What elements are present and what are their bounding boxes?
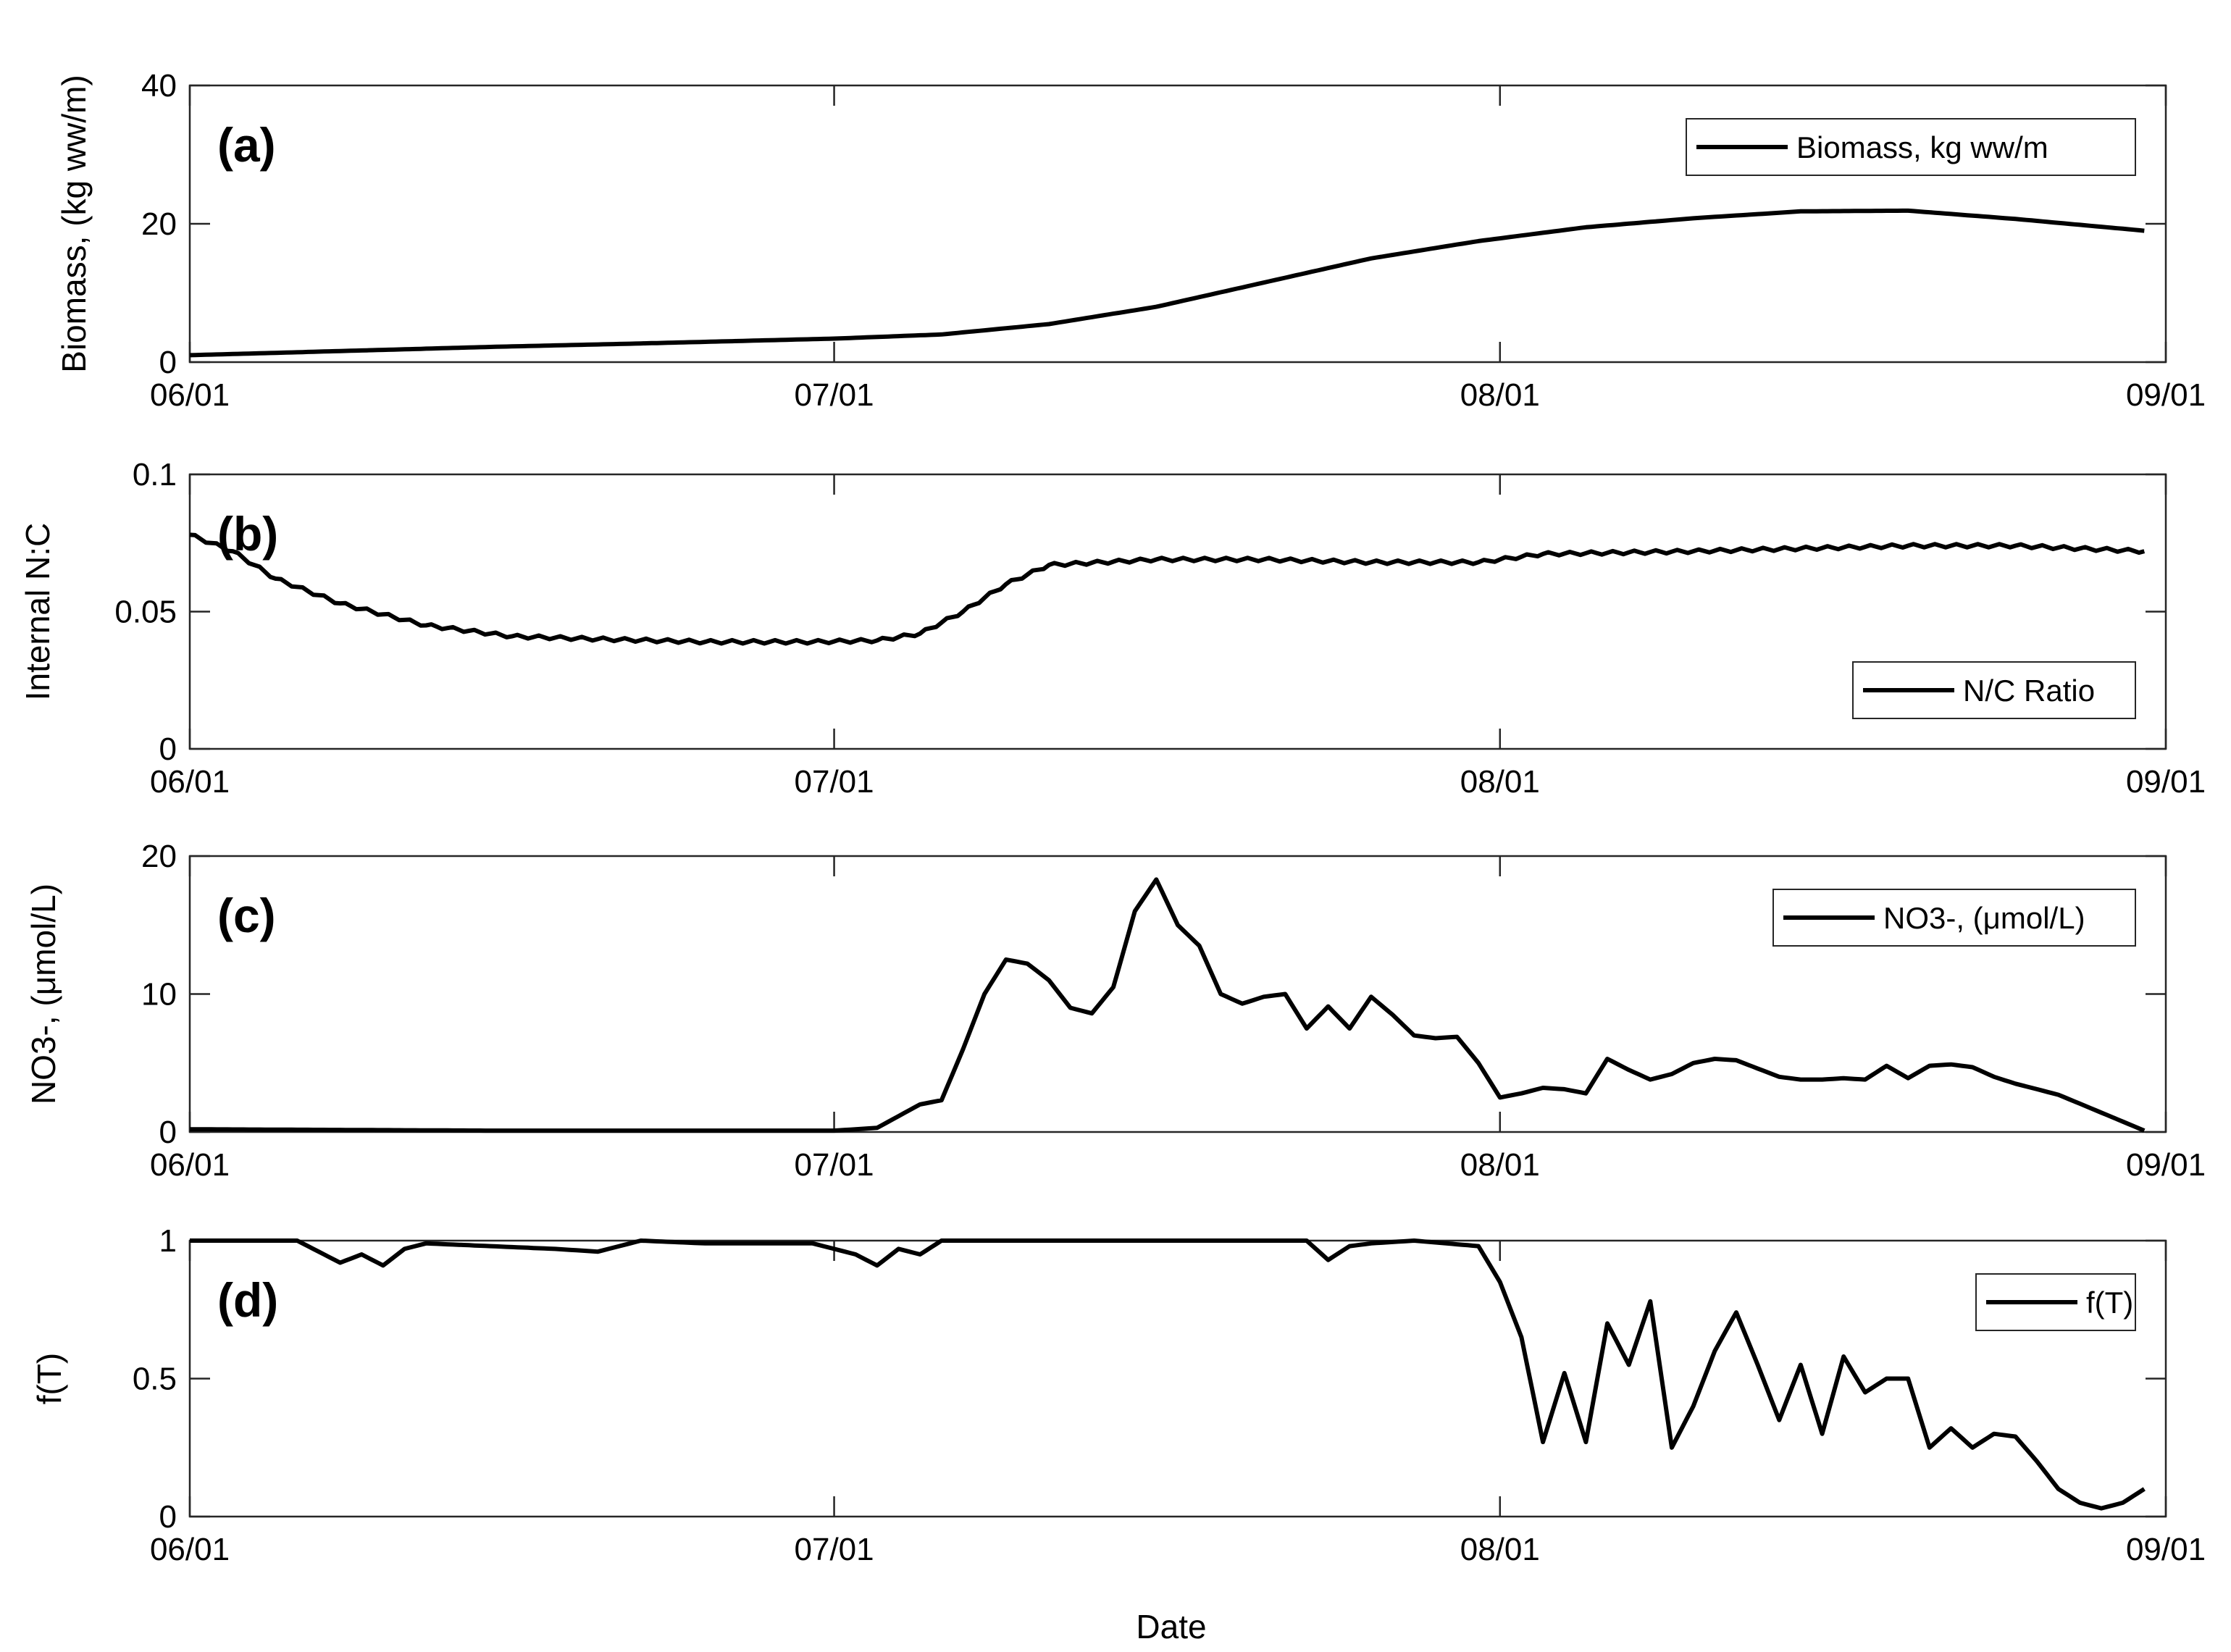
y-tick-label: 10 [141, 977, 177, 1012]
x-tick-label: 07/01 [795, 1532, 874, 1567]
x-tick-label: 06/01 [150, 377, 230, 413]
x-tick-label: 06/01 [150, 764, 230, 800]
series-line-0 [190, 1238, 2146, 1511]
x-tick-label: 09/01 [2126, 1147, 2206, 1183]
panel-label: (c) [217, 889, 276, 942]
x-tick-label: 06/01 [150, 1147, 230, 1183]
y-tick-label: 0 [159, 731, 177, 767]
legend-entry: NO3-, (μmol/L) [1883, 901, 2085, 935]
legend: NO3-, (μmol/L) [1772, 889, 2136, 947]
legend: Biomass, kg ww/m [1686, 118, 2136, 176]
legend-entry: N/C Ratio [1963, 674, 2095, 708]
x-tick-label: 09/01 [2126, 764, 2206, 800]
series-line-0 [190, 877, 2146, 1133]
y-tick-label: 40 [141, 68, 177, 104]
x-tick-label: 07/01 [795, 764, 874, 800]
y-axis-label: Biomass, (kg ww/m) [55, 75, 93, 372]
legend-entry: Biomass, kg ww/m [1796, 130, 2048, 164]
y-tick-label: 0 [159, 1499, 177, 1535]
x-tick-label: 07/01 [795, 377, 874, 413]
y-axis-label: Internal N:C [19, 523, 56, 700]
x-tick-label: 07/01 [795, 1147, 874, 1183]
y-tick-label: 0.1 [133, 457, 177, 492]
y-axis-label: f(T) [30, 1353, 68, 1405]
y-tick-label: 0.5 [133, 1362, 177, 1397]
x-tick-label: 09/01 [2126, 1532, 2206, 1567]
x-tick-label: 09/01 [2126, 377, 2206, 413]
x-tick-label: 08/01 [1460, 377, 1540, 413]
x-tick-label: 08/01 [1460, 1147, 1540, 1183]
legend: f(T) [1975, 1273, 2136, 1331]
y-tick-label: 0.05 [114, 595, 177, 630]
legend-entry: f(T) [2086, 1286, 2133, 1320]
x-tick-label: 06/01 [150, 1532, 230, 1567]
panel-label: (a) [217, 118, 276, 172]
y-tick-label: 0 [159, 345, 177, 380]
panel-label: (d) [217, 1273, 278, 1327]
x-tick-label: 08/01 [1460, 1532, 1540, 1567]
x-tick-label: 08/01 [1460, 764, 1540, 800]
legend: N/C Ratio [1852, 661, 2136, 719]
y-tick-label: 0 [159, 1115, 177, 1150]
chart-panel-a: 0 20 40 06/01 07/01 08/01 09/01 Biomass, (kg ww… [55, 68, 2206, 413]
series-line-0 [189, 208, 2145, 358]
y-tick-label: 20 [141, 839, 177, 874]
panels: 0 20 40 06/01 07/01 08/01 09/01 Biomass, (kg ww… [19, 68, 2206, 1567]
y-axis-label: NO3-, (μmol/L) [25, 884, 62, 1104]
chart-panel-d: 0 0.5 1 06/01 07/01 08/01 09/01 f(T) (d) f(T) [30, 1223, 2206, 1567]
y-tick-label: 1 [159, 1223, 177, 1259]
chart-panel-c: 0 10 20 06/01 07/01 08/01 09/01 NO3-, (μmol/L) (… [25, 839, 2206, 1183]
x-axis-label: Date [1136, 1608, 1206, 1645]
chart-panel-b: 0 0.05 0.1 06/01 07/01 08/01 09/01 Internal N:C… [19, 457, 2206, 800]
series-line-0 [189, 532, 2146, 646]
y-tick-label: 20 [141, 206, 177, 242]
